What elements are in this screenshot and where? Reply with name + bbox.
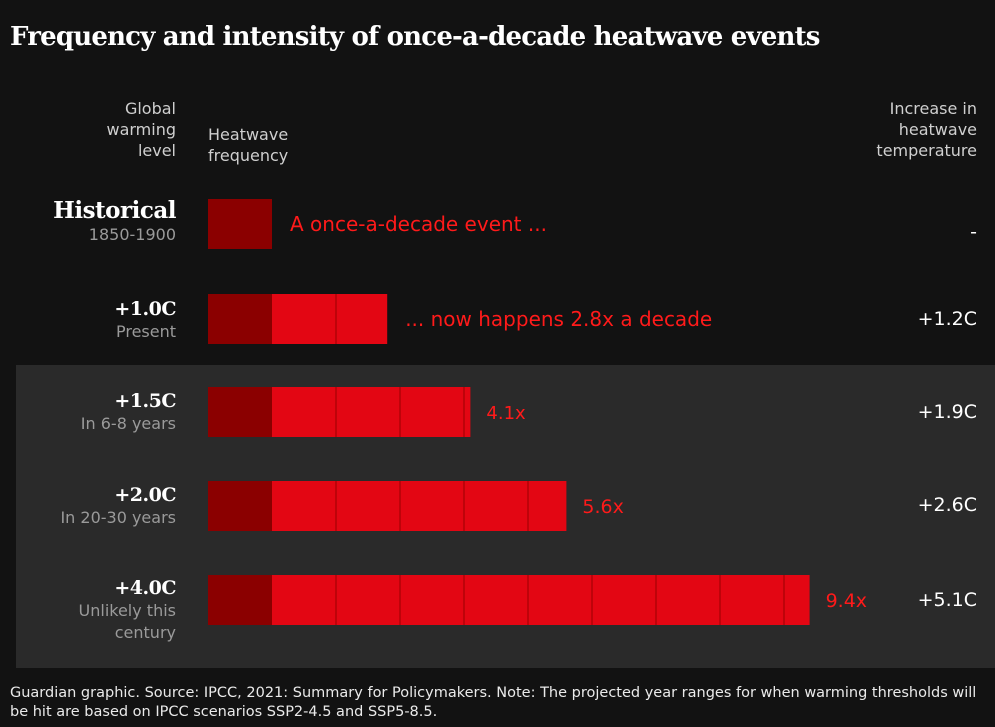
increased-frequency-bar xyxy=(272,387,471,437)
period-label: 1850-1900 xyxy=(88,225,176,244)
footnote: Guardian graphic. Source: IPCC, 2021: Su… xyxy=(10,685,977,720)
period-label: Unlikely this xyxy=(78,601,176,620)
historical-frequency-bar xyxy=(208,387,272,437)
warming-level-label: +1.0C xyxy=(114,298,176,320)
temperature-increase-value: +1.9C xyxy=(917,401,977,423)
warming-level-label: +2.0C xyxy=(114,484,176,506)
warming-level-label: Historical xyxy=(53,197,176,224)
increased-frequency-bar xyxy=(272,575,810,625)
historical-frequency-bar xyxy=(208,199,272,249)
frequency-annotation: A once-a-decade event ... xyxy=(290,212,547,236)
temperature-increase-value: +1.2C xyxy=(917,308,977,330)
row-label-2-0c: +2.0C In 20-30 years xyxy=(0,483,176,529)
increased-frequency-bar xyxy=(272,481,567,531)
historical-frequency-bar xyxy=(208,294,272,344)
frequency-annotation: ... now happens 2.8x a decade xyxy=(405,307,712,331)
period-label: In 20-30 years xyxy=(60,508,176,527)
header-warming-level: Global warming level xyxy=(106,99,176,160)
temperature-increase-value: +2.6C xyxy=(917,494,977,516)
row-label-historical: Historical 1850-1900 xyxy=(0,198,176,246)
temperature-increase-value: - xyxy=(970,221,977,243)
warming-level-label: +4.0C xyxy=(114,577,176,599)
warming-level-label: +1.5C xyxy=(114,390,176,412)
historical-frequency-bar xyxy=(208,481,272,531)
period-label: In 6-8 years xyxy=(80,414,176,433)
row-label-1-0c: +1.0C Present xyxy=(0,297,176,343)
header-temperature-increase: Increase in heatwave temperature xyxy=(876,99,977,160)
temperature-increase-value: +5.1C xyxy=(917,589,977,611)
header-heatwave-frequency: Heatwave frequency xyxy=(208,125,289,165)
increased-frequency-bar xyxy=(272,294,388,344)
period-label: century xyxy=(114,623,176,642)
frequency-annotation: 5.6x xyxy=(582,496,623,518)
frequency-annotation: 9.4x xyxy=(826,590,867,612)
frequency-annotation: 4.1x xyxy=(486,403,526,424)
period-label: Present xyxy=(115,322,176,341)
chart-title: Frequency and intensity of once-a-decade… xyxy=(10,22,820,52)
row-label-1-5c: +1.5C In 6-8 years xyxy=(0,389,177,435)
historical-frequency-bar xyxy=(208,575,272,625)
row-label-4-0c: +4.0C Unlikely this century xyxy=(0,576,177,644)
